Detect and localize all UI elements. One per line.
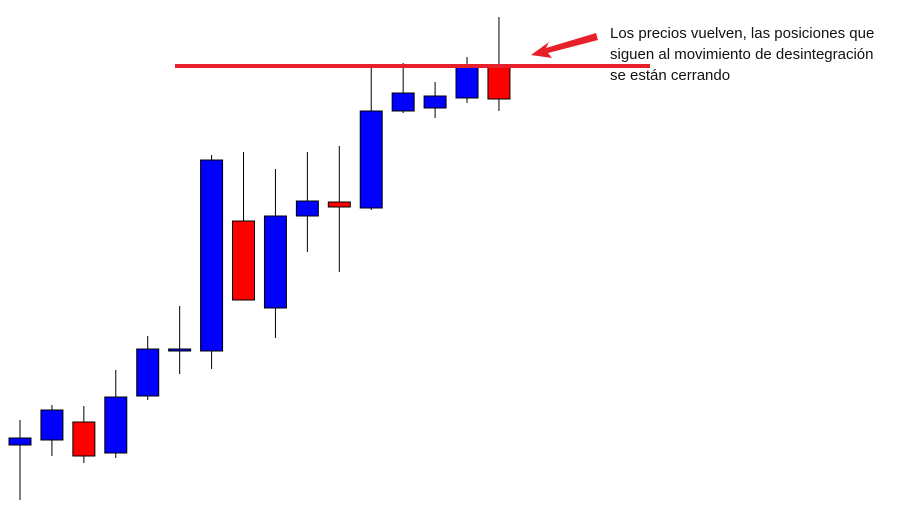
annotation-line: siguen al movimiento de desintegración: [610, 46, 874, 63]
candle-body: [104, 396, 128, 454]
candle-body: [72, 421, 96, 457]
candle-body: [200, 159, 224, 352]
candle-body: [136, 348, 160, 397]
candle-body: [40, 409, 64, 441]
candle-body: [168, 348, 192, 352]
candle-body: [455, 65, 479, 99]
candle-body: [423, 95, 447, 109]
candle-body: [8, 437, 32, 446]
candle-body: [327, 201, 351, 208]
annotation-line: Los precios vuelven, las posiciones que: [610, 25, 874, 42]
candle-body: [359, 110, 383, 209]
candle-body: [487, 65, 511, 100]
candle-body: [263, 215, 287, 309]
candle-body: [232, 220, 256, 301]
candle-body: [391, 92, 415, 112]
annotation-line: se están cerrando: [610, 67, 730, 84]
annotation-arrow: [531, 33, 598, 58]
candle-body: [295, 200, 319, 217]
